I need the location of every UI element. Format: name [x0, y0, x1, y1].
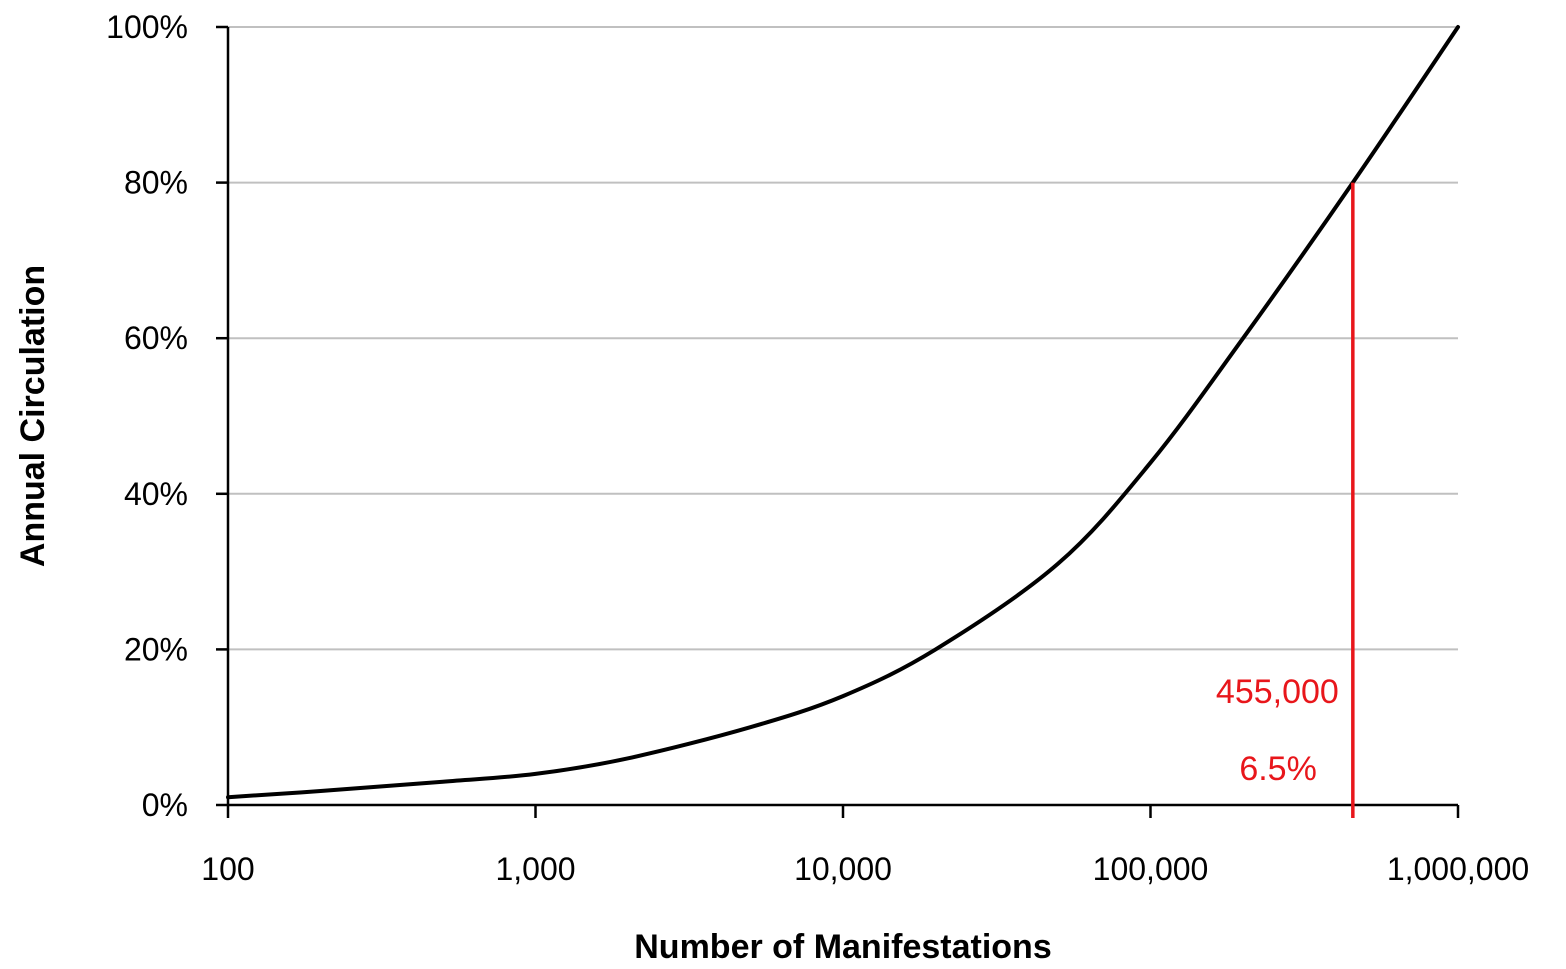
x-tick-label: 100 — [201, 851, 254, 887]
annotation-count-label: 455,000 — [1216, 673, 1339, 711]
y-axis-title: Annual Circulation — [14, 265, 52, 567]
y-tick-label: 80% — [124, 165, 188, 201]
y-tick-label: 20% — [124, 631, 188, 667]
x-axis-title: Number of Manifestations — [634, 928, 1051, 966]
annotation-percent-label: 6.5% — [1239, 750, 1317, 788]
y-tick-label: 60% — [124, 320, 188, 356]
series-line — [226, 25, 1460, 800]
y-ticks: 0% 20% 40% 60% 80% 100% — [106, 9, 228, 823]
x-ticks: 100 1,000 10,000 100,000 1,000,000 — [201, 805, 1529, 887]
gridlines — [228, 26, 1458, 651]
y-tick-label: 40% — [124, 476, 188, 512]
x-tick-label: 1,000 — [495, 851, 575, 887]
x-tick-label: 100,000 — [1093, 851, 1209, 887]
x-tick-label: 1,000,000 — [1387, 851, 1529, 887]
y-tick-label: 100% — [106, 9, 188, 45]
x-tick-label: 10,000 — [794, 851, 892, 887]
y-tick-label: 0% — [142, 787, 188, 823]
